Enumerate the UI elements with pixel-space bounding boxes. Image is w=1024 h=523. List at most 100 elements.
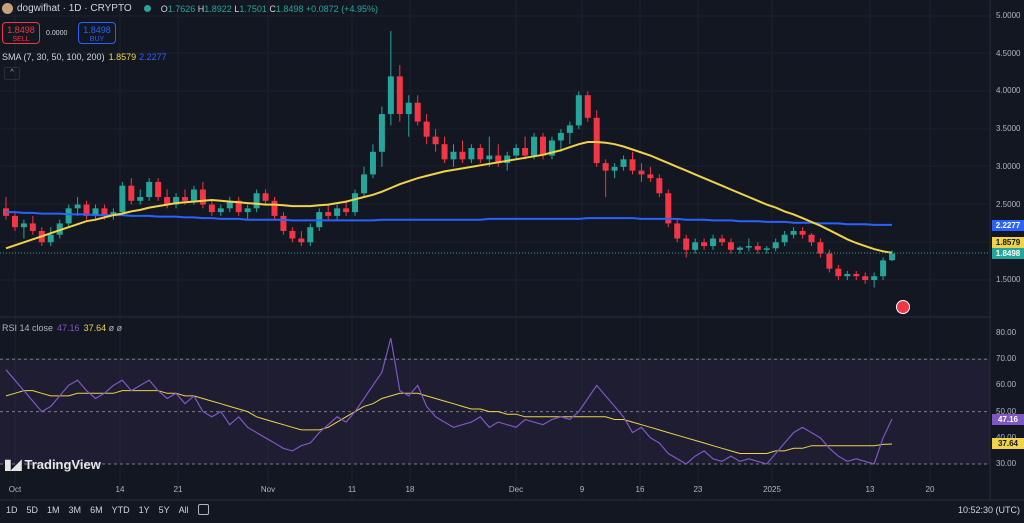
candle-body (772, 242, 779, 249)
candle (665, 189, 672, 228)
sma-slow-line (6, 211, 892, 226)
candle-body (378, 114, 385, 152)
price-tick-label: 3.0000 (996, 161, 1021, 171)
candle-body (459, 151, 466, 160)
candle (844, 270, 851, 280)
candle (763, 246, 770, 254)
rsi-legend[interactable]: RSI 14 close 47.16 37.64 ø ø (2, 323, 123, 333)
candle-body (620, 159, 627, 167)
candle (387, 31, 394, 126)
timeframe-3m-button[interactable]: 3M (68, 505, 82, 515)
candle (871, 272, 878, 288)
candle (692, 238, 699, 254)
candle-body (862, 276, 869, 280)
candle-body (29, 223, 36, 231)
price-tick-label: 4.0000 (996, 86, 1021, 96)
candle-body (781, 234, 788, 243)
candle-body (584, 95, 591, 118)
candle (369, 144, 376, 179)
candle (710, 234, 717, 250)
candle-body (593, 117, 600, 164)
candle-body (495, 155, 502, 164)
candle (199, 181, 206, 209)
candle (244, 204, 251, 220)
candle-body (844, 273, 851, 277)
candle-body (692, 242, 699, 250)
candle (325, 204, 332, 220)
candle-body (871, 276, 878, 280)
candle-body (853, 273, 860, 277)
time-tick-label: Oct (8, 485, 22, 494)
symbol-name[interactable]: dogwifhat · 1D · CRYPTO (17, 3, 132, 14)
candle-body (119, 185, 126, 213)
candle (548, 136, 555, 160)
candle-body (343, 208, 350, 213)
candle-body (190, 189, 197, 201)
timeframe-all-button[interactable]: All (178, 505, 189, 515)
time-tick-label: 20 (925, 485, 935, 494)
candle (826, 249, 833, 273)
candle (289, 227, 296, 243)
candle (74, 197, 81, 216)
candle-body (683, 238, 690, 250)
rsi-line (5, 338, 893, 465)
candle (468, 144, 475, 164)
timeframe-1d-button[interactable]: 1D (6, 505, 18, 515)
candle (47, 227, 54, 247)
candle-body (799, 230, 806, 235)
candle-body (557, 132, 564, 141)
candle (459, 140, 466, 164)
candle-body (468, 148, 475, 160)
candle-body (155, 181, 162, 198)
collapse-legend-icon[interactable]: ^ (4, 67, 20, 80)
sma-legend[interactable]: SMA (7, 30, 50, 100, 200) 1.8579 2.2277 (2, 52, 167, 62)
candle (11, 212, 18, 231)
candle (602, 159, 609, 198)
candle (808, 233, 815, 247)
timeframe-1y-button[interactable]: 1Y (138, 505, 150, 515)
candle-body (611, 166, 618, 171)
last-price-badge: 1.8498 (992, 248, 1024, 259)
candle (853, 270, 860, 280)
candle-body (665, 193, 672, 224)
timeframe-6m-button[interactable]: 6M (90, 505, 103, 515)
timeframe-1m-button[interactable]: 1M (47, 505, 60, 515)
candle (557, 129, 564, 152)
candle (799, 227, 806, 239)
time-tick-label: Nov (260, 485, 276, 494)
candle-body (575, 95, 582, 126)
us-flag-event-icon[interactable] (896, 300, 910, 314)
timeframe-5d-button[interactable]: 5D (26, 505, 39, 515)
candle (298, 230, 305, 247)
clock[interactable]: 10:52:30 (UTC) (957, 505, 1020, 515)
buy-button[interactable]: 1.8498 BUY (78, 22, 116, 44)
candle-body (20, 223, 27, 228)
candle-body (754, 246, 761, 250)
timeframe-5y-button[interactable]: 5Y (158, 505, 170, 515)
candle-body (736, 247, 743, 250)
price-tick-label: 3.5000 (996, 124, 1021, 134)
time-tick-label: 2025 (763, 485, 781, 494)
candle-body (217, 208, 224, 213)
timeframe-ytd-button[interactable]: YTD (111, 505, 130, 515)
candle (110, 208, 117, 220)
candle-body (441, 144, 448, 160)
market-status-icon (143, 5, 151, 12)
calendar-icon[interactable] (198, 504, 209, 515)
sell-button[interactable]: 1.8498 SELL (2, 22, 40, 44)
candle (128, 178, 135, 205)
candle (450, 144, 457, 167)
tradingview-logo[interactable]: ▮◢ TradingView (4, 456, 101, 472)
rsi-tick-label: 40.00 (996, 433, 1016, 442)
candle (92, 204, 99, 220)
symbol-header: dogwifhat · 1D · CRYPTO O1.7626 H1.8922 … (2, 3, 378, 14)
candle (3, 197, 9, 220)
candle (280, 212, 287, 235)
candle (584, 91, 591, 122)
candle (674, 219, 681, 243)
candle (173, 193, 180, 209)
candle (119, 181, 126, 216)
candle (146, 178, 153, 201)
price-tick-label: 5.0000 (996, 11, 1021, 20)
